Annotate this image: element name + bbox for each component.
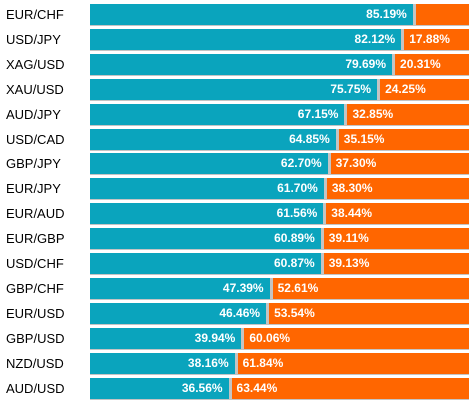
short-bar: 17.88% bbox=[404, 28, 469, 50]
pair-label: XAG/USD bbox=[6, 56, 65, 72]
short-bar: 38.44% bbox=[326, 203, 469, 225]
short-bar: 39.11% bbox=[323, 228, 469, 250]
long-bar: 47.39% bbox=[90, 277, 270, 299]
short-bar: 20.31% bbox=[395, 53, 469, 75]
pair-label: AUD/USD bbox=[6, 380, 65, 396]
bar-separator bbox=[392, 53, 396, 76]
bar-separator bbox=[234, 352, 238, 375]
pair-label: EUR/CHF bbox=[6, 7, 64, 22]
short-bar: 39.13% bbox=[323, 253, 469, 274]
bar-separator bbox=[335, 128, 339, 151]
pair-label: GBP/CHF bbox=[6, 280, 64, 296]
short-bar: 35.15% bbox=[338, 128, 469, 150]
long-bar: 46.46% bbox=[90, 302, 267, 324]
long-bar: 61.70% bbox=[90, 178, 324, 200]
short-bar: 32.85% bbox=[347, 103, 469, 125]
bar-separator bbox=[327, 153, 331, 176]
short-bar: 37.30% bbox=[330, 153, 469, 175]
short-bar: 61.84% bbox=[237, 352, 469, 374]
bar-separator bbox=[344, 103, 348, 126]
bar-row: GBP/CHF 47.39% 52.61% bbox=[0, 277, 473, 303]
bar-separator bbox=[269, 277, 273, 300]
bar-row: GBP/JPY 62.70% 37.30% bbox=[0, 153, 473, 178]
long-bar: 82.12% bbox=[90, 28, 402, 50]
long-bar: 61.56% bbox=[90, 203, 324, 225]
pair-label: XAU/USD bbox=[6, 81, 64, 97]
short-bar bbox=[415, 4, 469, 25]
short-bar: 24.25% bbox=[380, 78, 469, 100]
pair-label: EUR/AUD bbox=[6, 206, 65, 222]
pair-label: GBP/USD bbox=[6, 330, 65, 346]
bar-separator bbox=[323, 178, 327, 201]
long-bar: 60.89% bbox=[90, 228, 321, 250]
bar-separator bbox=[401, 28, 405, 51]
bar-separator bbox=[323, 203, 327, 226]
short-bar: 53.54% bbox=[269, 302, 469, 324]
bar-row: USD/CHF 60.87% 39.13% bbox=[0, 253, 473, 278]
bar-separator bbox=[320, 253, 324, 275]
bar-separator bbox=[228, 377, 232, 400]
bar-separator bbox=[266, 302, 270, 325]
bar-separator bbox=[320, 228, 324, 251]
bar-row: USD/JPY 82.12% 17.88% bbox=[0, 28, 473, 54]
bar-row: USD/CAD 64.85% 35.15% bbox=[0, 128, 473, 154]
long-bar: 62.70% bbox=[90, 153, 328, 175]
bar-separator bbox=[412, 4, 416, 26]
pair-label: USD/CHF bbox=[6, 256, 64, 271]
bar-row: AUD/USD 36.56% 63.44% bbox=[0, 377, 473, 403]
long-bar: 85.19% bbox=[90, 4, 413, 25]
pair-label: USD/CAD bbox=[6, 131, 65, 147]
long-bar: 67.15% bbox=[90, 103, 345, 125]
bar-separator bbox=[377, 78, 381, 101]
bar-row: EUR/AUD 61.56% 38.44% bbox=[0, 203, 473, 228]
bar-row: EUR/GBP 60.89% 39.11% bbox=[0, 228, 473, 253]
long-bar: 60.87% bbox=[90, 253, 321, 274]
bar-row: AUD/JPY 67.15% 32.85% bbox=[0, 103, 473, 129]
bar-row: XAU/USD 75.75% 24.25% bbox=[0, 78, 473, 104]
pair-label: AUD/JPY bbox=[6, 106, 61, 122]
long-bar: 75.75% bbox=[90, 78, 378, 100]
pair-label: USD/JPY bbox=[6, 31, 61, 47]
pair-label: EUR/GBP bbox=[6, 231, 65, 247]
long-bar: 38.16% bbox=[90, 352, 235, 374]
bar-row: GBP/USD 39.94% 60.06% bbox=[0, 327, 473, 353]
long-bar: 39.94% bbox=[90, 327, 242, 349]
bar-row: EUR/CHF 85.19% bbox=[0, 4, 473, 29]
long-bar: 64.85% bbox=[90, 128, 336, 150]
bar-row: XAG/USD 79.69% 20.31% bbox=[0, 53, 473, 79]
pair-label: NZD/USD bbox=[6, 355, 64, 371]
pair-label: GBP/JPY bbox=[6, 156, 61, 172]
short-bar: 52.61% bbox=[272, 277, 469, 299]
bar-row: EUR/JPY 61.70% 38.30% bbox=[0, 178, 473, 203]
long-bar: 79.69% bbox=[90, 53, 393, 75]
pair-label: EUR/JPY bbox=[6, 181, 61, 197]
bar-separator bbox=[241, 327, 245, 350]
short-bar: 38.30% bbox=[326, 178, 469, 200]
pair-label: EUR/USD bbox=[6, 305, 65, 321]
bar-row: EUR/USD 46.46% 53.54% bbox=[0, 302, 473, 328]
bar-row: NZD/USD 38.16% 61.84% bbox=[0, 352, 473, 378]
short-bar: 63.44% bbox=[231, 377, 469, 399]
short-bar: 60.06% bbox=[244, 327, 469, 349]
long-bar: 36.56% bbox=[90, 377, 229, 399]
